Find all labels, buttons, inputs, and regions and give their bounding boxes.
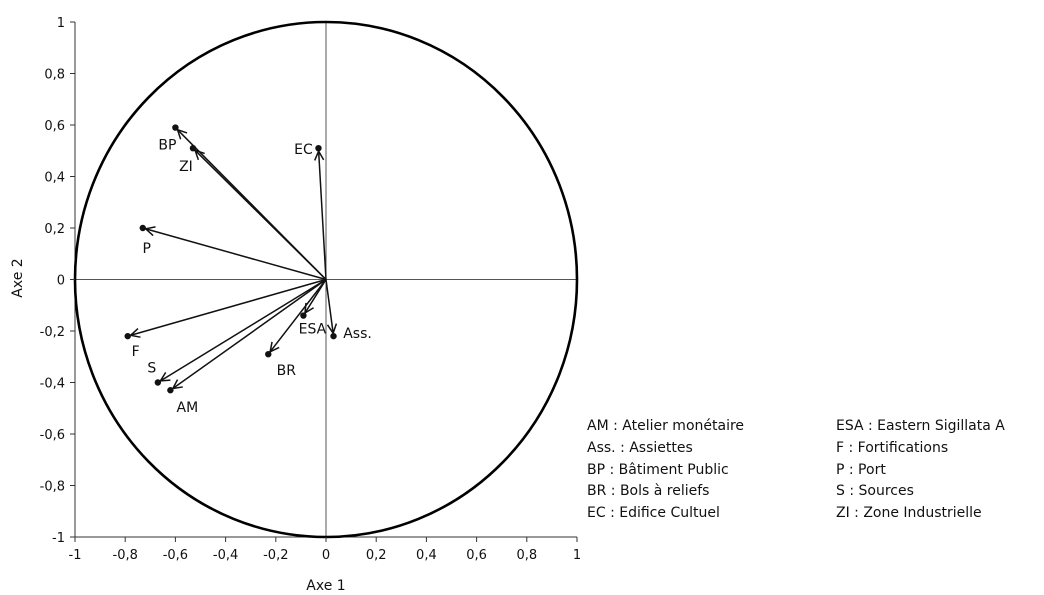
vector-label-p: P xyxy=(143,241,151,257)
y-tick-label: -0,4 xyxy=(40,377,65,392)
vector-point-ass xyxy=(330,332,337,340)
vector-label-bp: BP xyxy=(158,138,176,154)
x-tick-label: 0 xyxy=(322,548,330,563)
vector-label-f: F xyxy=(132,344,140,360)
vector-point-br xyxy=(265,350,272,358)
x-tick-label: -0,2 xyxy=(263,548,288,563)
y-tick-label: 0,2 xyxy=(44,222,65,237)
legend-entry-ass: Ass. : Assiettes xyxy=(587,439,693,456)
legend-entry-s: S : Sources xyxy=(836,483,914,500)
y-axis-title: Axe 2 xyxy=(10,258,26,297)
vector-point-p xyxy=(139,224,146,232)
x-tick-label: -1 xyxy=(69,548,82,563)
vector-point-bp xyxy=(172,124,179,131)
vector-point-s xyxy=(154,379,162,386)
y-tick-label: -0,8 xyxy=(40,480,65,495)
y-tick-label: -0,2 xyxy=(40,325,65,340)
vector-point-ec xyxy=(315,144,322,152)
legend-entry-zi: ZI : Zone Industrielle xyxy=(836,505,982,522)
vector-line-p xyxy=(142,227,327,281)
vector-label-br: BR xyxy=(277,363,297,379)
y-tick-label: 1 xyxy=(57,16,65,31)
vector-label-s: S xyxy=(147,361,156,377)
x-tick-label: 0,6 xyxy=(466,548,487,563)
y-tick-label: -1 xyxy=(52,531,65,546)
vector-line-s xyxy=(157,278,327,384)
legend-entry-am: AM : Atelier monétaire xyxy=(587,418,745,434)
vector-arrowhead-esa xyxy=(304,302,314,315)
legend-entry-br: BR : Bols à reliefs xyxy=(587,483,710,500)
x-axis-title: Axe 1 xyxy=(306,578,345,594)
legend-entry-bp: BP : Bâtiment Public xyxy=(587,461,729,478)
vector-label-zi: ZI xyxy=(179,159,193,175)
legend-entry-ec: EC : Edifice Cultuel xyxy=(587,505,720,522)
y-tick-label: -0,6 xyxy=(40,428,65,443)
vector-point-zi xyxy=(189,144,197,152)
vector-point-am xyxy=(167,387,174,394)
y-tick-label: 0 xyxy=(57,274,65,289)
vector-label-am: AM xyxy=(177,400,199,416)
vector-line-ec xyxy=(317,148,327,280)
x-tick-label: 1 xyxy=(573,548,581,563)
vector-label-esa: ESA xyxy=(299,322,327,338)
x-tick-label: -0,4 xyxy=(213,548,238,563)
legend-left-column: AM : Atelier monétaire Ass. : Assiettes … xyxy=(587,416,744,525)
vector-line-ass xyxy=(325,279,335,337)
y-tick-label: 0,6 xyxy=(44,119,65,134)
x-tick-label: 0,4 xyxy=(416,548,437,563)
legend-entry-f: F : Fortifications xyxy=(836,439,949,456)
vector-arrowhead-s xyxy=(158,371,171,382)
legend-entry-esa: ESA : Eastern Sigillata A xyxy=(836,418,1005,434)
x-tick-label: 0,2 xyxy=(366,548,387,563)
vector-label-ass: Ass. xyxy=(343,326,372,342)
y-tick-label: 0,4 xyxy=(44,171,65,186)
y-tick-label: 0,8 xyxy=(44,68,65,83)
legend-entry-p: P : Port xyxy=(836,461,886,478)
vector-point-f xyxy=(124,332,131,340)
vector-label-ec: EC xyxy=(294,142,313,158)
vector-line-br xyxy=(267,279,327,355)
vector-line-zi xyxy=(192,147,327,281)
x-tick-label: 0,8 xyxy=(516,548,537,563)
x-tick-label: -0,8 xyxy=(113,548,138,563)
vector-line-esa xyxy=(302,279,327,316)
vector-line-am xyxy=(169,278,327,391)
legend-right-column: ESA : Eastern Sigillata A F : Fortificat… xyxy=(836,416,1005,525)
vector-line-f xyxy=(127,278,327,337)
x-tick-label: -0,6 xyxy=(163,548,188,563)
vector-point-esa xyxy=(300,312,307,319)
